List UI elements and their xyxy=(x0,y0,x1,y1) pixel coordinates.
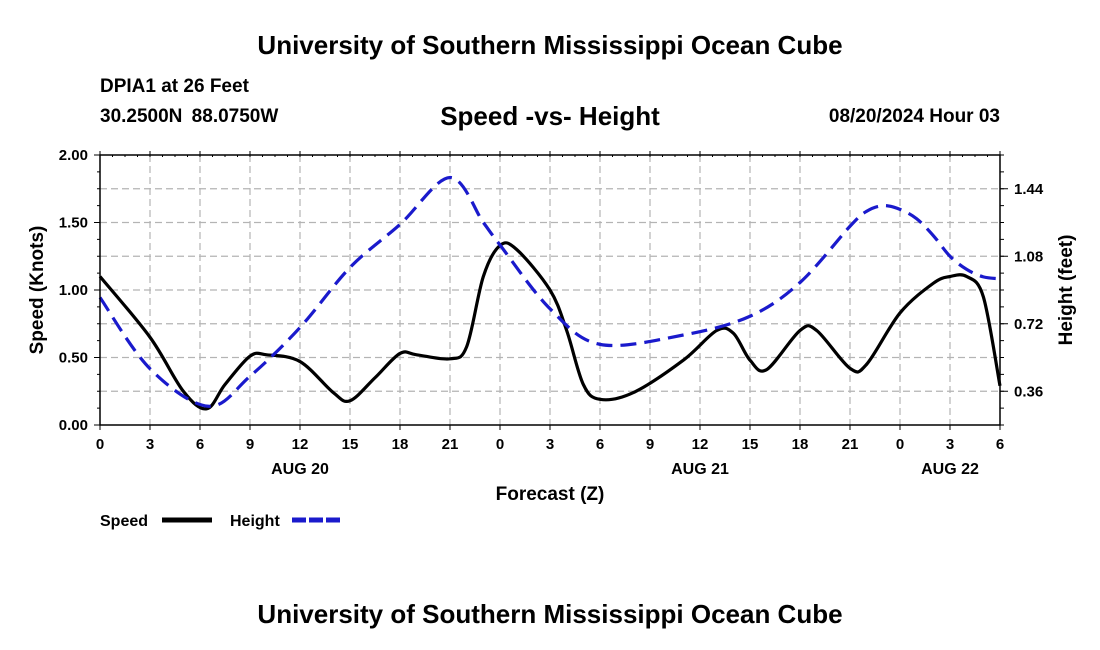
chart-title: University of Southern Mississippi Ocean… xyxy=(257,30,843,60)
series-layer xyxy=(98,175,1002,411)
y-tick-label: 2.00 xyxy=(59,147,88,164)
date-label: AUG 21 xyxy=(671,461,729,478)
forecast-datetime: 08/20/2024 Hour 03 xyxy=(828,106,1000,127)
date-label: AUG 20 xyxy=(271,461,329,478)
x-tick-label: 0 xyxy=(896,436,904,453)
date-label: AUG 22 xyxy=(921,461,979,478)
x-tick-label: 15 xyxy=(342,436,359,453)
legend: Speed Height xyxy=(100,513,342,530)
legend-label-height: Height xyxy=(230,513,280,530)
y2-tick-label: 1.44 xyxy=(1014,181,1044,198)
x-tick-label: 9 xyxy=(646,436,654,453)
x-tick-label: 3 xyxy=(946,436,954,453)
x-tick-label: 18 xyxy=(392,436,409,453)
footer-title: University of Southern Mississippi Ocean… xyxy=(257,599,843,629)
y2-tick-label: 0.72 xyxy=(1014,316,1043,333)
x-tick-label: 21 xyxy=(842,436,859,453)
y-tick-label: 1.50 xyxy=(59,215,88,232)
y-tick-label: 1.00 xyxy=(59,282,88,299)
x-tick-label: 21 xyxy=(442,436,459,453)
y2-tick-label: 1.08 xyxy=(1014,248,1043,265)
y-axis-title: Speed (Knots) xyxy=(27,226,48,355)
coordinates-label: 30.2500N 88.0750W xyxy=(100,106,279,127)
x-tick-label: 12 xyxy=(292,436,309,453)
y2-axis-title: Height (feet) xyxy=(1056,235,1077,346)
x-tick-label: 15 xyxy=(742,436,759,453)
x-tick-label: 6 xyxy=(196,436,204,453)
y-tick-label: 0.00 xyxy=(59,417,88,434)
station-label: DPIA1 at 26 Feet xyxy=(100,76,249,97)
x-tick-label: 3 xyxy=(146,436,154,453)
axes: 0 3 6 9 12 15 18 21 0 3 6 9 12 15 18 21 0 3 6 AUG 20 AUG 21 A… xyxy=(59,147,1044,478)
x-tick-label: 3 xyxy=(546,436,554,453)
x-tick-label: 0 xyxy=(96,436,104,453)
x-tick-label: 6 xyxy=(596,436,604,453)
x-tick-label: 6 xyxy=(996,436,1004,453)
speed-series-line xyxy=(98,241,1002,411)
height-series-line xyxy=(98,175,1001,408)
y-tick-label: 0.50 xyxy=(59,350,88,367)
x-tick-label: 12 xyxy=(692,436,709,453)
x-tick-label: 18 xyxy=(792,436,809,453)
chart-subtitle: Speed -vs- Height xyxy=(440,101,660,131)
x-tick-label: 0 xyxy=(496,436,504,453)
y2-tick-label: 0.36 xyxy=(1014,383,1043,400)
x-axis-title: Forecast (Z) xyxy=(496,484,605,505)
legend-label-speed: Speed xyxy=(100,513,148,530)
x-tick-label: 9 xyxy=(246,436,254,453)
